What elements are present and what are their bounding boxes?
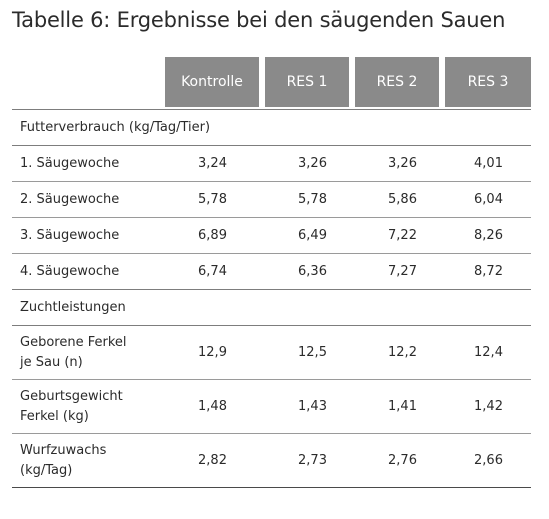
table-row: 3. Säugewoche 6,89 6,49 7,22 8,26 [12,218,531,254]
row-label: 4. Säugewoche [20,263,120,279]
cell-res-3: 12,4 [474,345,503,360]
table-row: 4. Säugewoche 6,74 6,36 7,27 8,72 [12,254,531,290]
table-row: 1. Säugewoche 3,24 3,26 3,26 4,01 [12,146,531,182]
row-label: Geburtsgewicht Ferkel (kg) [20,388,123,424]
row-label: 1. Säugewoche [20,155,120,171]
cell-res-3: 2,66 [474,453,503,468]
cell-res-1: 6,36 [298,264,327,279]
column-header-kontrolle: Kontrolle [165,57,259,107]
cell-res-1: 1,43 [298,399,327,414]
row-label: Wurfzuwachs (kg/Tag) [20,442,107,478]
cell-res-2: 3,26 [388,156,417,171]
cell-res-3: 8,72 [474,264,503,279]
cell-res-1: 3,26 [298,156,327,171]
table-row: Geborene Ferkel je Sau (n) 12,9 12,5 12,… [12,326,531,380]
cell-kontrolle: 5,78 [198,192,227,207]
section-heading-label: Zuchtleistungen [20,299,126,315]
cell-res-2: 7,27 [388,264,417,279]
cell-res-2: 7,22 [388,228,417,243]
cell-res-2: 2,76 [388,453,417,468]
column-header-res-1: RES 1 [265,57,349,107]
cell-res-1: 2,73 [298,453,327,468]
column-header-res-2: RES 2 [355,57,439,107]
section-heading-futterverbrauch: Futterverbrauch (kg/Tag/Tier) [12,110,531,146]
table-row: 2. Säugewoche 5,78 5,78 5,86 6,04 [12,182,531,218]
cell-res-1: 5,78 [298,192,327,207]
table-title: Tabelle 6: Ergebnisse bei den säugenden … [12,8,506,32]
table-row: Geburtsgewicht Ferkel (kg) 1,48 1,43 1,4… [12,380,531,434]
row-label: Geborene Ferkel je Sau (n) [20,334,127,370]
cell-kontrolle: 6,74 [198,264,227,279]
cell-res-1: 6,49 [298,228,327,243]
column-header-res-3: RES 3 [445,57,531,107]
cell-res-3: 6,04 [474,192,503,207]
section-heading-zuchtleistungen: Zuchtleistungen [12,290,531,326]
results-table: Kontrolle RES 1 RES 2 RES 3 Futterverbra… [12,57,531,488]
cell-res-3: 8,26 [474,228,503,243]
cell-res-3: 4,01 [474,156,503,171]
cell-kontrolle: 2,82 [198,453,227,468]
cell-kontrolle: 1,48 [198,399,227,414]
cell-res-2: 12,2 [388,345,417,360]
cell-res-1: 12,5 [298,345,327,360]
cell-kontrolle: 12,9 [198,345,227,360]
cell-res-2: 5,86 [388,192,417,207]
cell-res-2: 1,41 [388,399,417,414]
section-heading-label: Futterverbrauch (kg/Tag/Tier) [20,119,211,135]
table-row: Wurfzuwachs (kg/Tag) 2,82 2,73 2,76 2,66 [12,434,531,488]
row-label: 2. Säugewoche [20,191,120,207]
cell-kontrolle: 6,89 [198,228,227,243]
cell-kontrolle: 3,24 [198,156,227,171]
row-label: 3. Säugewoche [20,227,120,243]
cell-res-3: 1,42 [474,399,503,414]
table-header: Kontrolle RES 1 RES 2 RES 3 [12,57,531,110]
